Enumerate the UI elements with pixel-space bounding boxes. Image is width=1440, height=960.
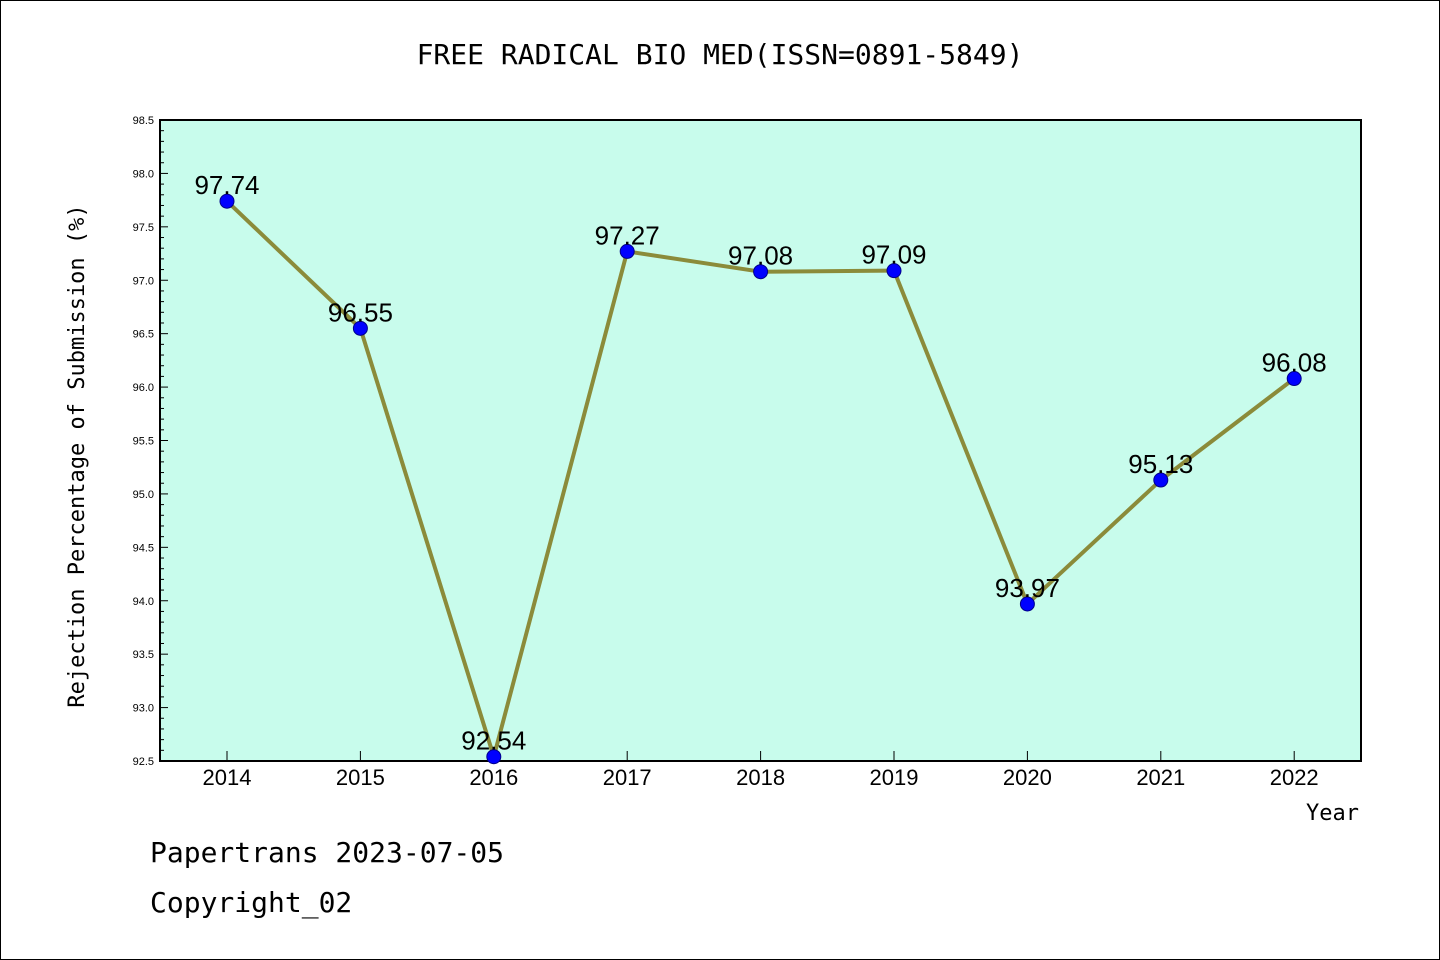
x-tick-label: 2022 — [1270, 765, 1319, 790]
y-tick-label: 98.0 — [133, 168, 154, 180]
data-point — [486, 749, 502, 765]
data-label: 93.97 — [995, 573, 1060, 603]
x-tick-label: 2019 — [870, 765, 919, 790]
x-tick-label: 2014 — [203, 765, 252, 790]
y-tick-label: 97.0 — [133, 275, 154, 287]
series-markers — [219, 193, 1302, 765]
y-tick-label: 93.0 — [133, 703, 154, 715]
data-point — [753, 264, 769, 280]
data-label: 97.09 — [861, 240, 926, 270]
y-tick-label: 96.0 — [133, 382, 154, 394]
y-tick-label: 97.5 — [133, 222, 154, 234]
data-label: 97.27 — [595, 220, 660, 250]
y-axis: 92.5 93.0 93.5 94.0 94.5 95.0 95.5 96.0 96.5 97.0… — [133, 115, 168, 768]
data-label: 96.55 — [328, 297, 393, 327]
data-point — [1153, 472, 1169, 488]
data-label: 97.74 — [194, 170, 259, 200]
data-label: 96.08 — [1262, 348, 1327, 378]
data-point — [886, 263, 902, 279]
y-tick-label: 92.5 — [133, 756, 154, 768]
x-tick-label: 2017 — [603, 765, 652, 790]
data-labels: 97.74 96.55 92.54 97.27 97.08 97.09 93.97 95.13… — [194, 170, 1326, 756]
x-tick-label: 2016 — [469, 765, 518, 790]
data-label: 92.54 — [461, 726, 526, 756]
footer-source: Papertrans 2023-07-05 — [150, 836, 505, 869]
x-tick-label: 2018 — [736, 765, 785, 790]
y-axis-title: Rejection Percentage of Submission (%) — [65, 204, 90, 707]
x-tick-label: 2021 — [1136, 765, 1185, 790]
chart-title: FREE RADICAL BIO MED(ISSN=0891-5849) — [416, 38, 1024, 71]
data-point — [1019, 596, 1035, 612]
y-tick-label: 95.0 — [133, 489, 154, 501]
y-tick-label: 94.5 — [133, 542, 154, 554]
footer-copyright: Copyright_02 — [150, 886, 353, 919]
y-tick-label: 95.5 — [133, 436, 154, 448]
data-point — [619, 243, 635, 259]
data-point — [352, 320, 368, 336]
x-tick-label: 2020 — [1003, 765, 1052, 790]
y-tick-label: 93.5 — [133, 649, 154, 661]
y-tick-label: 98.5 — [133, 115, 154, 127]
data-label: 97.08 — [728, 241, 793, 271]
y-tick-label: 94.0 — [133, 596, 154, 608]
data-point — [219, 193, 235, 209]
data-label: 95.13 — [1128, 449, 1193, 479]
y-tick-label: 96.5 — [133, 329, 154, 341]
x-tick-label: 2015 — [336, 765, 385, 790]
x-axis: 2014 2015 2016 2017 2018 2019 2020 2021 2022 — [203, 751, 1319, 790]
x-axis-title: Year — [1306, 801, 1359, 826]
plot-area — [159, 119, 1362, 762]
data-point — [1286, 371, 1302, 387]
